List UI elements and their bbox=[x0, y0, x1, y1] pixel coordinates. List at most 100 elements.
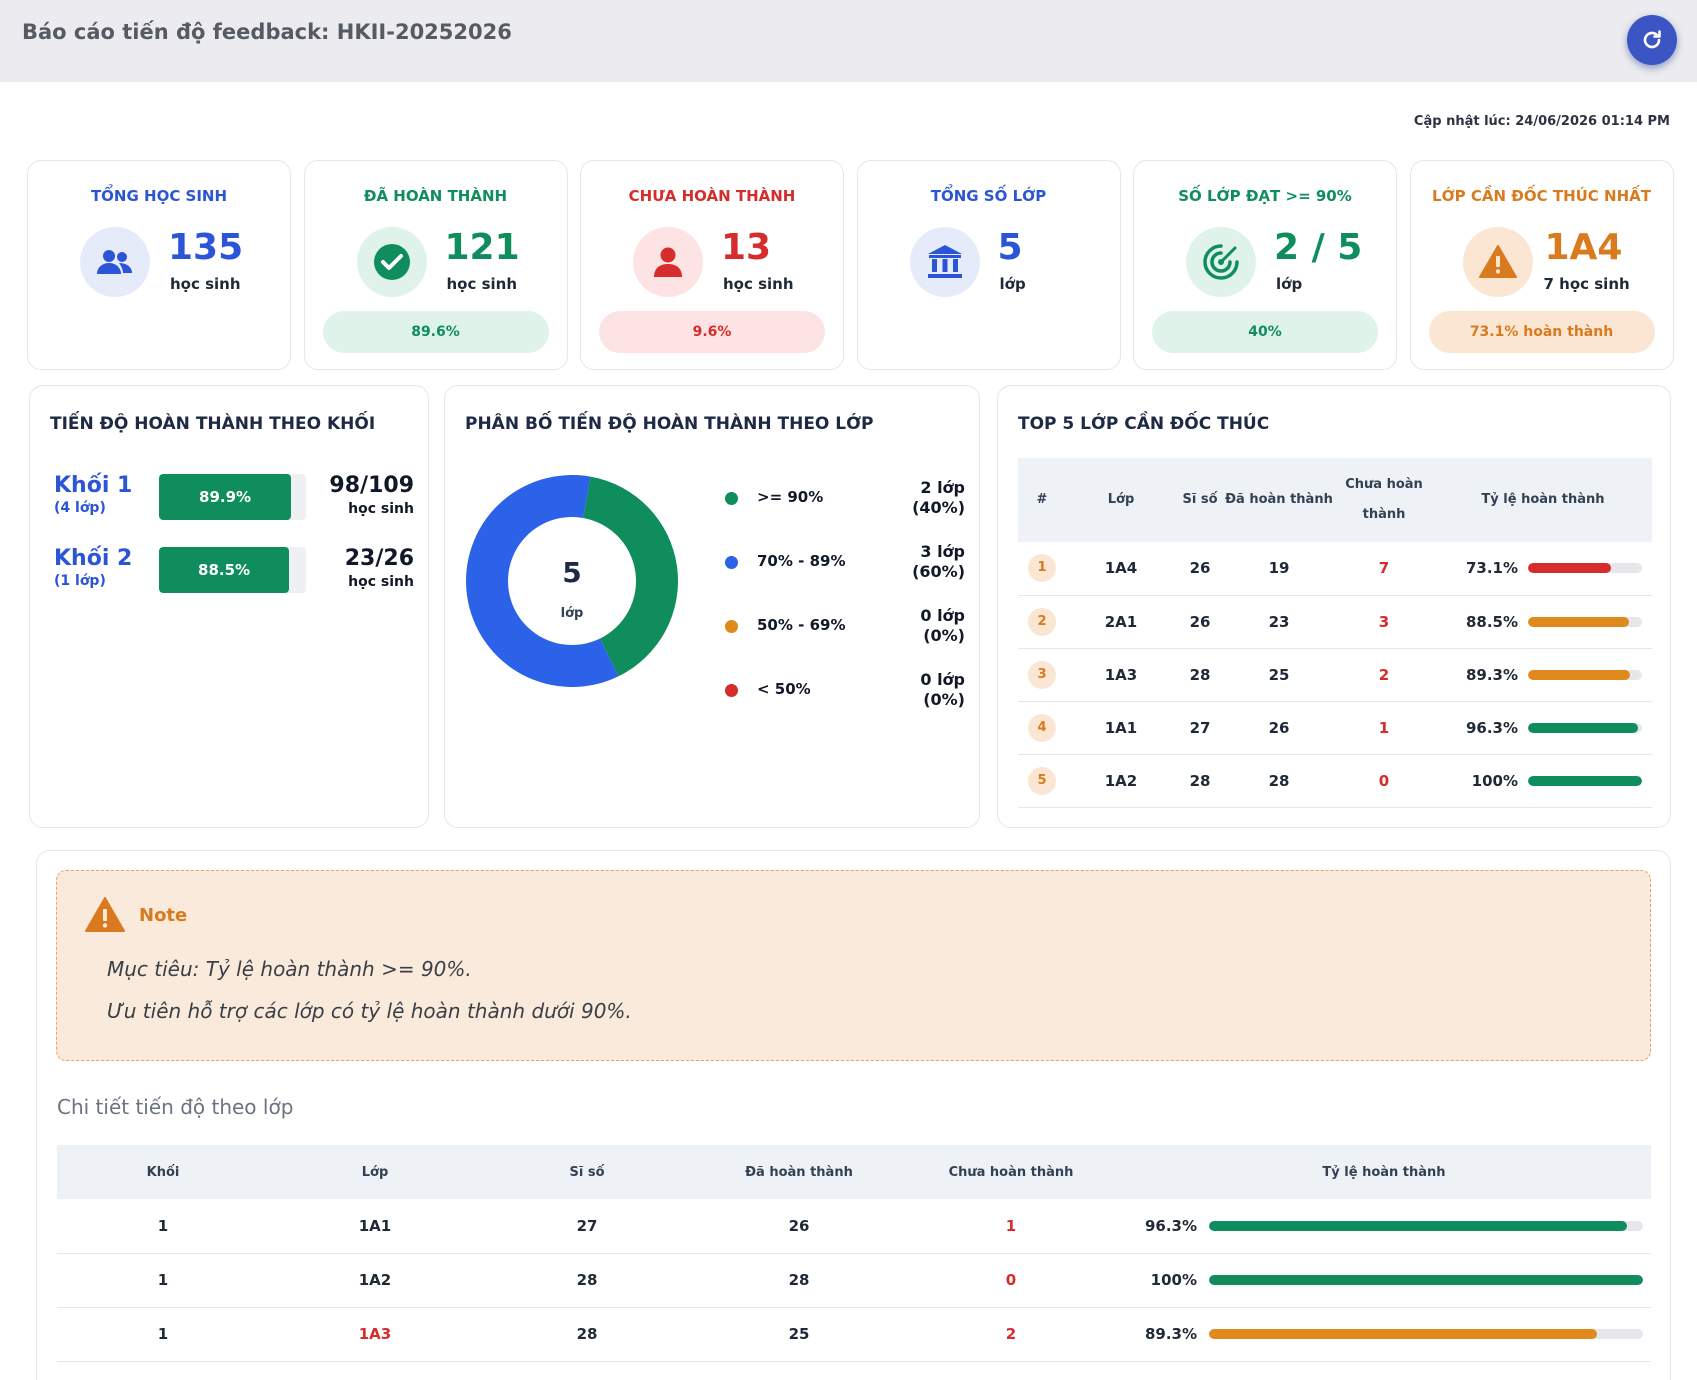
table-row[interactable]: 3 1A3 28 25 2 89.3% bbox=[1018, 648, 1652, 702]
kpi-title: SỐ LỚP ĐẠT >= 90% bbox=[1178, 187, 1352, 205]
column-header[interactable]: Tỷ lệ hoàn thành bbox=[1117, 1145, 1651, 1199]
column-header[interactable]: Chưa hoàn thành bbox=[905, 1145, 1117, 1199]
rate-cell: 89.3% bbox=[1434, 648, 1652, 702]
kpi-title: ĐÃ HOÀN THÀNH bbox=[363, 187, 508, 205]
notdone-cell: 0 bbox=[1334, 754, 1434, 808]
kpi-value: 2 / 5 bbox=[1274, 227, 1363, 268]
rank-cell: 1 bbox=[1018, 542, 1066, 596]
done-cell: 28 bbox=[1224, 754, 1334, 808]
rank-badge: 4 bbox=[1028, 713, 1056, 742]
notdone-cell: 2 bbox=[905, 1307, 1117, 1362]
legend-label: 50% - 69% bbox=[757, 616, 846, 634]
detail-table: Khối Lớp Sĩ số Đã hoàn thành Chưa hoàn thành… bbox=[57, 1145, 1651, 1362]
kpi-unit: 7 học sinh bbox=[1543, 275, 1630, 293]
rate-bar-fill bbox=[1528, 616, 1629, 627]
refresh-button[interactable] bbox=[1627, 15, 1677, 65]
kpi-title: TỔNG SỐ LỚP bbox=[930, 187, 1047, 205]
check-circle-icon bbox=[356, 227, 427, 297]
distribution-card: PHÂN BỐ TIẾN ĐỘ HOÀN THÀNH THEO LỚP 5 lớ… bbox=[444, 385, 980, 828]
kpi-unit: học sinh bbox=[446, 275, 518, 293]
legend-percent: (0%) bbox=[923, 690, 965, 709]
note-line: Ưu tiên hỗ trợ các lớp có tỷ lệ hoàn thà… bbox=[107, 999, 632, 1023]
rank-cell: 4 bbox=[1018, 701, 1066, 755]
rank-badge: 2 bbox=[1028, 607, 1056, 636]
kpi-title: CHƯA HOÀN THÀNH bbox=[628, 187, 796, 205]
khoi-count: 23/26 bbox=[344, 546, 414, 571]
rate-bar-fill bbox=[1528, 669, 1630, 680]
column-header[interactable]: Sĩ số bbox=[481, 1145, 693, 1199]
user-icon bbox=[633, 227, 703, 297]
khoi-class-count: (1 lớp) bbox=[54, 573, 106, 589]
size-cell: 26 bbox=[1176, 542, 1224, 596]
column-header[interactable]: Lớp bbox=[269, 1145, 481, 1199]
rate-bar bbox=[1209, 1329, 1643, 1339]
legend-percent: (40%) bbox=[912, 498, 965, 517]
warning-icon bbox=[85, 897, 125, 932]
khoi-name[interactable]: Khối 2 bbox=[54, 546, 133, 571]
size-cell: 27 bbox=[481, 1199, 693, 1254]
column-header[interactable]: Khối bbox=[57, 1145, 269, 1199]
table-row[interactable]: 1 1A3 28 25 2 89.3% bbox=[57, 1307, 1651, 1362]
rank-badge: 5 bbox=[1028, 766, 1056, 795]
column-header: Sĩ số bbox=[1176, 458, 1224, 542]
table-row[interactable]: 1 1A1 27 26 1 96.3% bbox=[57, 1199, 1651, 1254]
rate-cell: 73.1% bbox=[1434, 542, 1652, 596]
kpi-percent-badge: 40% bbox=[1152, 311, 1378, 353]
legend-dot bbox=[725, 620, 738, 633]
table-row[interactable]: 2 2A1 26 23 3 88.5% bbox=[1018, 595, 1652, 649]
legend-value: 2 lớp (40%) bbox=[912, 478, 965, 518]
section-title: TOP 5 LỚP CẦN ĐỐC THÚC bbox=[1018, 414, 1270, 434]
column-header: Tỷ lệ hoàn thành bbox=[1434, 458, 1652, 542]
rate-text: 96.3% bbox=[1465, 718, 1518, 737]
rank-cell: 2 bbox=[1018, 595, 1066, 649]
rate-cell: 89.3% bbox=[1117, 1307, 1651, 1362]
kpi-card: SỐ LỚP ĐẠT >= 90% 2 / 5 lớp 40% bbox=[1133, 160, 1397, 370]
class-cell: 1A2 bbox=[1066, 754, 1176, 808]
donut-slice[interactable] bbox=[466, 475, 619, 687]
khoi-name[interactable]: Khối 1 bbox=[54, 473, 133, 498]
size-cell: 26 bbox=[1176, 595, 1224, 649]
top5-card: TOP 5 LỚP CẦN ĐỐC THÚC # Lớp Sĩ số Đã hoàn … bbox=[997, 385, 1671, 828]
rate-cell: 100% bbox=[1117, 1253, 1651, 1308]
table-row[interactable]: 5 1A2 28 28 0 100% bbox=[1018, 754, 1652, 808]
column-header: Lớp bbox=[1066, 458, 1176, 542]
legend-percent: (60%) bbox=[912, 562, 965, 581]
top5-table: # Lớp Sĩ số Đã hoàn thành Chưa hoàn thành Tỷ … bbox=[1018, 458, 1652, 808]
institution-icon bbox=[909, 227, 980, 297]
class-cell: 1A4 bbox=[1066, 542, 1176, 596]
notdone-cell: 7 bbox=[1334, 542, 1434, 596]
notdone-cell: 3 bbox=[1334, 595, 1434, 649]
khoi-count-unit: học sinh bbox=[348, 501, 414, 517]
class-cell: 1A3 bbox=[269, 1307, 481, 1362]
kpi-card: CHƯA HOÀN THÀNH 13 học sinh 9.6% bbox=[580, 160, 844, 370]
rate-bar bbox=[1209, 1275, 1643, 1285]
kpi-unit: lớp bbox=[1276, 275, 1303, 293]
donut-slice[interactable] bbox=[583, 476, 679, 677]
khoi-progress-card: TIẾN ĐỘ HOÀN THÀNH THEO KHỐI Khối 1 (4 lớ… bbox=[29, 385, 429, 828]
notdone-cell: 1 bbox=[1334, 701, 1434, 755]
legend-item: 70% - 89% 3 lớp (60%) bbox=[725, 542, 965, 586]
kpi-title: LỚP CẦN ĐỐC THÚC NHẤT bbox=[1432, 187, 1651, 205]
rate-text: 73.1% bbox=[1465, 559, 1518, 578]
table-row[interactable]: 4 1A1 27 26 1 96.3% bbox=[1018, 701, 1652, 755]
rank-badge: 3 bbox=[1028, 660, 1056, 689]
done-cell: 26 bbox=[1224, 701, 1334, 755]
table-row[interactable]: 1 1A4 26 19 7 73.1% bbox=[1018, 542, 1652, 596]
size-cell: 27 bbox=[1176, 701, 1224, 755]
note-box: Note Mục tiêu: Tỷ lệ hoàn thành >= 90%. … bbox=[56, 870, 1651, 1061]
khoi-progress-fill: 88.5% bbox=[159, 547, 290, 593]
rate-bar-fill bbox=[1209, 1329, 1597, 1339]
table-row[interactable]: 1 1A2 28 28 0 100% bbox=[57, 1253, 1651, 1308]
refresh-icon bbox=[1643, 30, 1661, 49]
legend-dot bbox=[725, 684, 738, 697]
kpi-card: LỚP CẦN ĐỐC THÚC NHẤT 1A4 7 học sinh 73.1% … bbox=[1409, 160, 1674, 370]
class-cell: 1A2 bbox=[269, 1253, 481, 1308]
rate-bar bbox=[1209, 1220, 1643, 1231]
legend-count: 0 lớp bbox=[920, 606, 965, 625]
note-line: Mục tiêu: Tỷ lệ hoàn thành >= 90%. bbox=[107, 957, 472, 981]
rate-bar bbox=[1528, 563, 1642, 574]
column-header[interactable]: Đã hoàn thành bbox=[693, 1145, 905, 1199]
column-header: # bbox=[1018, 458, 1066, 542]
rate-bar bbox=[1528, 616, 1642, 627]
legend-label: >= 90% bbox=[757, 488, 824, 506]
